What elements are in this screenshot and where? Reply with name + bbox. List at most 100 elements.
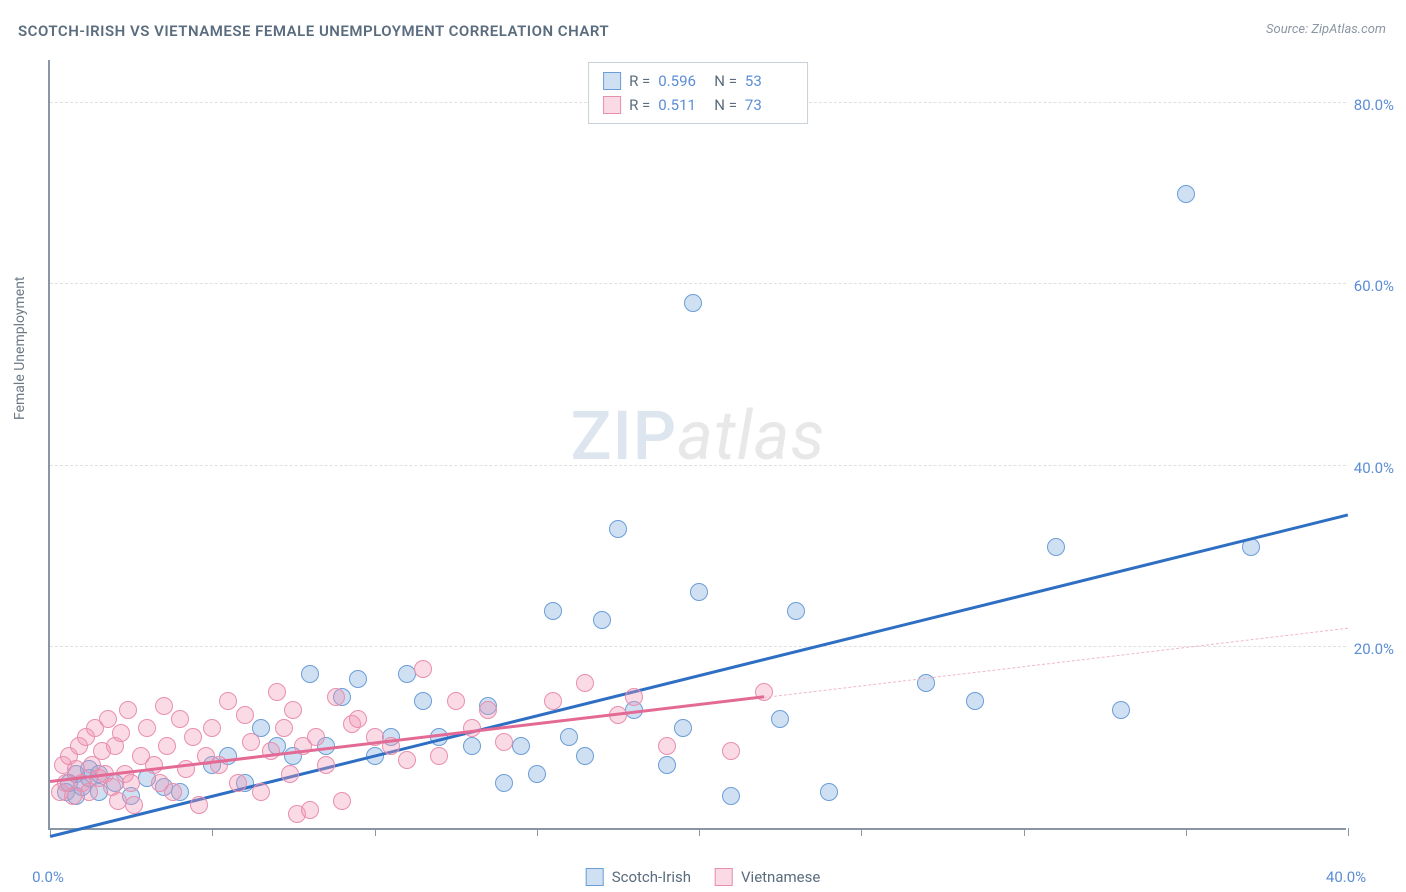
data-point <box>512 737 530 755</box>
gridline <box>50 465 1346 466</box>
chart-plot-area: ZIPatlas R =0.596N =53R =0.511N =73 <box>48 60 1346 830</box>
gridline <box>50 646 1346 647</box>
data-point <box>125 796 143 814</box>
x-tick <box>699 828 700 836</box>
data-point <box>414 692 432 710</box>
data-point <box>349 710 367 728</box>
data-point <box>820 783 838 801</box>
legend-swatch <box>586 868 604 886</box>
data-point <box>327 688 345 706</box>
legend-n-label: N = <box>714 69 737 93</box>
data-point <box>284 701 302 719</box>
data-point <box>158 737 176 755</box>
data-point <box>609 520 627 538</box>
data-point <box>463 737 481 755</box>
data-point <box>593 611 611 629</box>
legend-n-label: N = <box>714 93 737 117</box>
x-tick <box>1186 828 1187 836</box>
data-point <box>184 728 202 746</box>
data-point <box>171 710 189 728</box>
data-point <box>219 692 237 710</box>
legend-n-value: 73 <box>745 93 793 117</box>
legend-item: Vietnamese <box>715 868 820 886</box>
data-point <box>307 728 325 746</box>
data-point <box>236 706 254 724</box>
y-axis-label: Female Unemployment <box>12 276 28 420</box>
legend-n-value: 53 <box>745 69 793 93</box>
legend-r-value: 0.596 <box>658 69 706 93</box>
data-point <box>109 792 127 810</box>
data-point <box>658 737 676 755</box>
data-point <box>576 674 594 692</box>
legend-label: Vietnamese <box>741 868 820 886</box>
data-point <box>684 294 702 312</box>
data-point <box>275 719 293 737</box>
data-point <box>229 774 247 792</box>
data-point <box>787 602 805 620</box>
data-point <box>479 701 497 719</box>
data-point <box>722 742 740 760</box>
data-point <box>658 756 676 774</box>
x-tick-label: 0.0% <box>32 868 64 886</box>
x-tick <box>1348 828 1349 836</box>
data-point <box>301 801 319 819</box>
legend-r-label: R = <box>629 93 650 117</box>
y-tick-label: 80.0% <box>1354 96 1394 114</box>
data-point <box>333 792 351 810</box>
data-point <box>414 660 432 678</box>
data-point <box>447 692 465 710</box>
legend-r-label: R = <box>629 69 650 93</box>
data-point <box>252 783 270 801</box>
legend-row: R = 0.596 N = 53 <box>603 69 793 93</box>
data-point <box>122 774 140 792</box>
chart-title: SCOTCH-IRISH VS VIETNAMESE FEMALE UNEMPL… <box>18 22 609 40</box>
correlation-legend: R =0.596N =53R =0.511N =73 <box>588 62 808 124</box>
source-label: Source: ZipAtlas.com <box>1266 22 1386 37</box>
data-point <box>242 733 260 751</box>
legend-label: Scotch-Irish <box>612 868 691 886</box>
data-point <box>138 719 156 737</box>
data-point <box>771 710 789 728</box>
x-tick <box>1024 828 1025 836</box>
data-point <box>262 742 280 760</box>
legend-item: Scotch-Irish <box>586 868 691 886</box>
data-point <box>119 701 137 719</box>
data-point <box>398 751 416 769</box>
legend-swatch <box>715 868 733 886</box>
data-point <box>1177 185 1195 203</box>
legend-swatch <box>603 72 621 90</box>
data-point <box>190 796 208 814</box>
data-point <box>528 765 546 783</box>
data-point <box>430 747 448 765</box>
data-point <box>155 697 173 715</box>
data-point <box>112 724 130 742</box>
data-point <box>495 774 513 792</box>
data-point <box>544 602 562 620</box>
data-point <box>495 733 513 751</box>
x-tick <box>212 828 213 836</box>
y-tick-label: 60.0% <box>1354 277 1394 295</box>
series-legend: Scotch-Irish Vietnamese <box>586 868 821 886</box>
data-point <box>281 765 299 783</box>
data-point <box>203 719 221 737</box>
data-point <box>966 692 984 710</box>
data-point <box>317 756 335 774</box>
gridline <box>50 283 1346 284</box>
data-point <box>674 719 692 737</box>
data-point <box>349 670 367 688</box>
data-point <box>560 728 578 746</box>
data-point <box>722 787 740 805</box>
data-point <box>544 692 562 710</box>
legend-row: R =0.511N =73 <box>603 93 793 117</box>
data-point <box>576 747 594 765</box>
data-point <box>268 683 286 701</box>
data-point <box>164 783 182 801</box>
x-tick-label: 40.0% <box>1326 868 1366 886</box>
x-tick <box>861 828 862 836</box>
data-point <box>1047 538 1065 556</box>
x-tick <box>375 828 376 836</box>
x-tick <box>537 828 538 836</box>
data-point <box>625 688 643 706</box>
data-point <box>690 583 708 601</box>
y-tick-label: 40.0% <box>1354 459 1394 477</box>
